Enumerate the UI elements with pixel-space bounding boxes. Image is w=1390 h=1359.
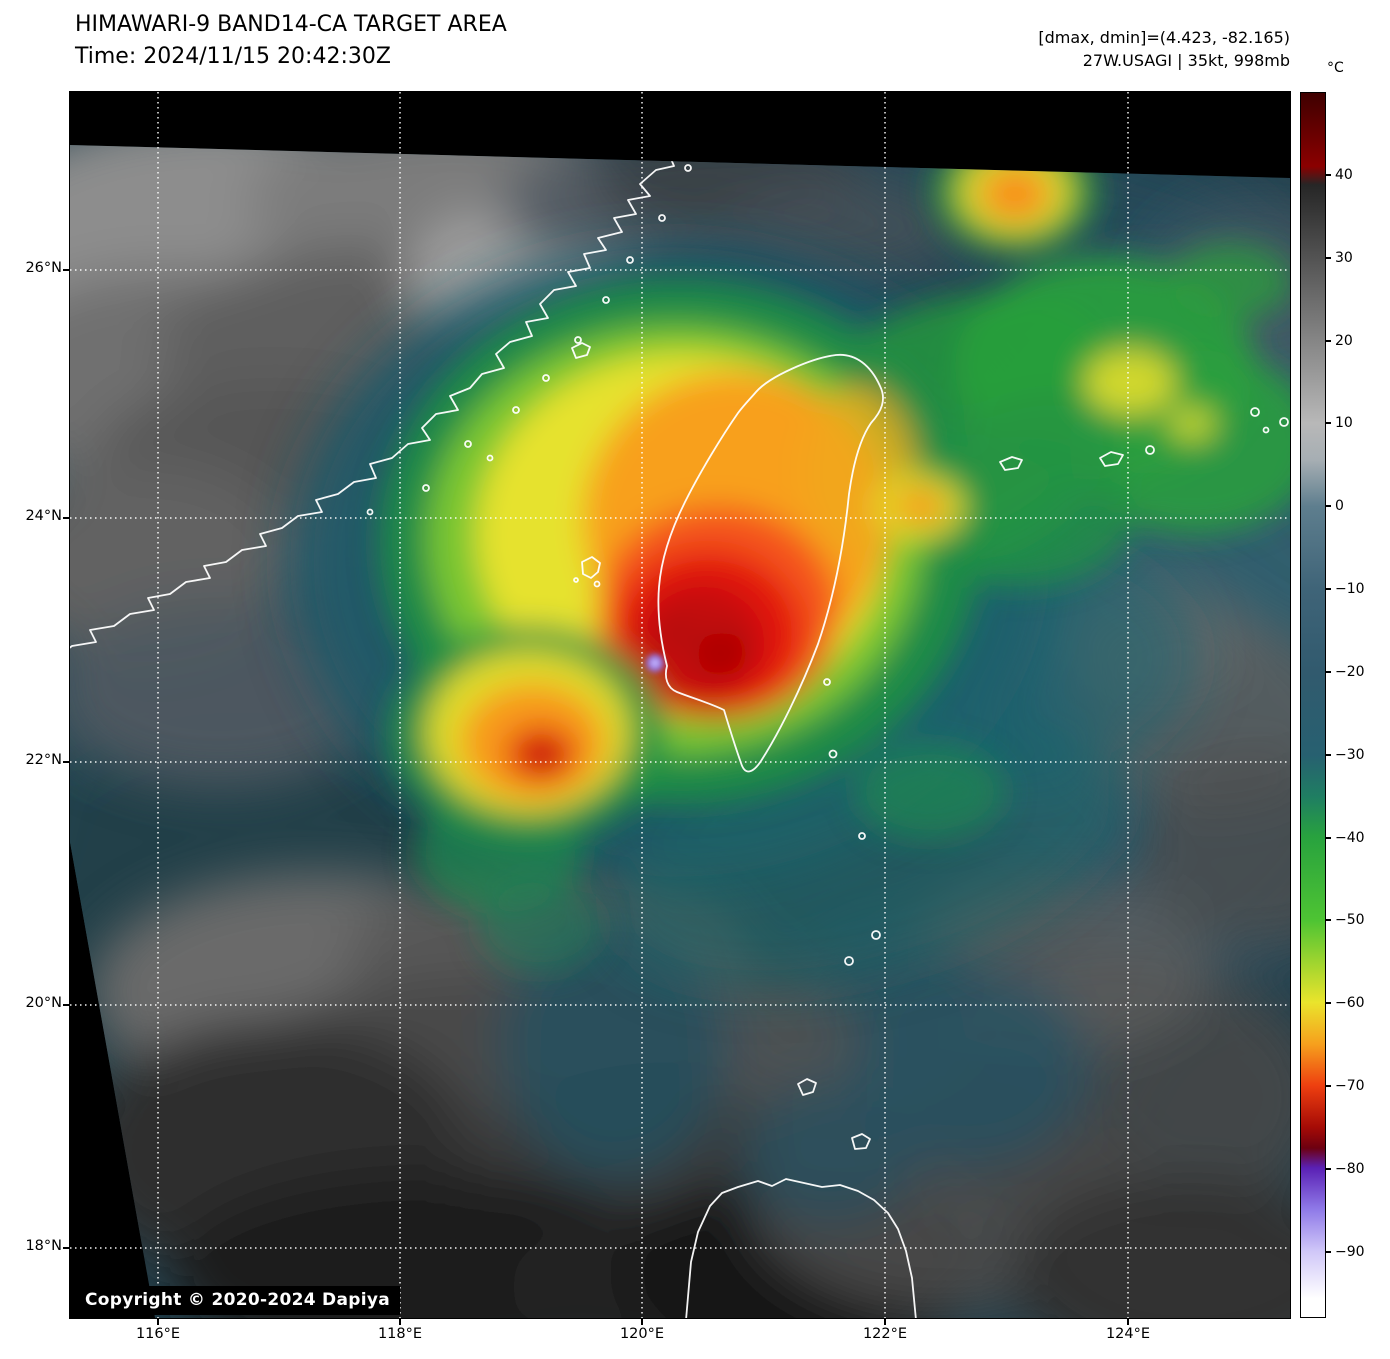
lon-label-124e: 124°E xyxy=(1105,1326,1151,1342)
lon-tick-mark xyxy=(399,1318,401,1325)
lat-label-24n: 24°N xyxy=(25,508,62,524)
colorbar-tick-mark xyxy=(1326,339,1331,342)
lat-label-20n: 20°N xyxy=(25,995,62,1011)
colorbar-tick-mark xyxy=(1326,256,1331,259)
lon-label-116e: 116°E xyxy=(135,1326,181,1342)
satellite-map xyxy=(70,92,1290,1318)
lon-tick-mark xyxy=(1127,1318,1129,1325)
coastline-babuyan xyxy=(797,1078,817,1096)
gridlines xyxy=(70,92,1290,1318)
colorbar-tick-label: −50 xyxy=(1335,912,1365,929)
colorbar-tick-label: −10 xyxy=(1335,581,1365,598)
plot-area xyxy=(69,91,1291,1319)
colorbar-tick-mark xyxy=(1326,173,1331,176)
coldest-pixel-marker xyxy=(646,654,664,672)
coastlines xyxy=(70,145,1289,1318)
colorbar-tick-label: 0 xyxy=(1335,498,1344,515)
colorbar-gradient xyxy=(1300,92,1326,1318)
lat-tick-mark xyxy=(63,269,70,271)
lon-tick-mark xyxy=(884,1318,886,1325)
lat-tick-mark xyxy=(63,1004,70,1006)
colorbar-tick-mark xyxy=(1326,1250,1331,1253)
colorbar-unit-label: °C xyxy=(1327,60,1344,76)
coastline-china xyxy=(70,145,731,653)
colorbar-tick-mark xyxy=(1326,422,1331,425)
coastline-taiwan xyxy=(657,354,884,773)
copyright-badge: Copyright © 2020-2024 Dapiya xyxy=(78,1286,400,1315)
dmax-dmin-readout: [dmax, dmin]=(4.423, -82.165) xyxy=(1038,28,1290,47)
lon-label-122e: 122°E xyxy=(862,1326,908,1342)
coastline-ryukyu xyxy=(999,456,1023,471)
page-title: HIMAWARI-9 BAND14-CA TARGET AREA xyxy=(75,12,507,37)
coastline-penghu xyxy=(581,556,601,579)
cold-cloud-layer xyxy=(380,145,1290,973)
lat-tick-mark xyxy=(63,761,70,763)
colorbar-tick-mark xyxy=(1326,919,1331,922)
lat-tick-mark xyxy=(63,517,70,519)
coastline-luzon xyxy=(685,1178,917,1318)
colorbar-tick-mark xyxy=(1326,1002,1331,1005)
lat-label-26n: 26°N xyxy=(25,260,62,276)
colorbar-tick-mark xyxy=(1326,505,1331,508)
lon-label-118e: 118°E xyxy=(377,1326,423,1342)
colorbar-tick-label: −60 xyxy=(1335,995,1365,1012)
colorbar-tick-label: 10 xyxy=(1335,415,1353,432)
timestamp: Time: 2024/11/15 20:42:30Z xyxy=(75,44,391,69)
colorbar-tick-label: 20 xyxy=(1335,332,1353,349)
colorbar-tick-label: −20 xyxy=(1335,663,1365,680)
storm-readout: 27W.USAGI | 35kt, 998mb xyxy=(1082,51,1290,70)
header-right: [dmax, dmin]=(4.423, -82.165) 27W.USAGI … xyxy=(1038,26,1290,72)
colorbar-tick-mark xyxy=(1326,1085,1331,1088)
colorbar-tick-mark xyxy=(1326,670,1331,673)
lon-tick-mark xyxy=(641,1318,643,1325)
colorbar-tick-label: −30 xyxy=(1335,746,1365,763)
colorbar-tick-label: −90 xyxy=(1335,1243,1365,1260)
colorbar-tick-label: 30 xyxy=(1335,249,1353,266)
colorbar-tick-mark xyxy=(1326,588,1331,591)
lat-label-18n: 18°N xyxy=(25,1238,62,1254)
colorbar-tick-label: −70 xyxy=(1335,1078,1365,1095)
colorbar-tick-label: −80 xyxy=(1335,1160,1365,1177)
lat-tick-mark xyxy=(63,1247,70,1249)
lon-label-120e: 120°E xyxy=(619,1326,665,1342)
colorbar-tick-mark xyxy=(1326,1167,1331,1170)
colorbar-tick-mark xyxy=(1326,836,1331,839)
colorbar-tick-label: −40 xyxy=(1335,829,1365,846)
lat-label-22n: 22°N xyxy=(25,752,62,768)
colorbar-tick-mark xyxy=(1326,753,1331,756)
colorbar-tick-label: 40 xyxy=(1335,166,1353,183)
lon-tick-mark xyxy=(157,1318,159,1325)
